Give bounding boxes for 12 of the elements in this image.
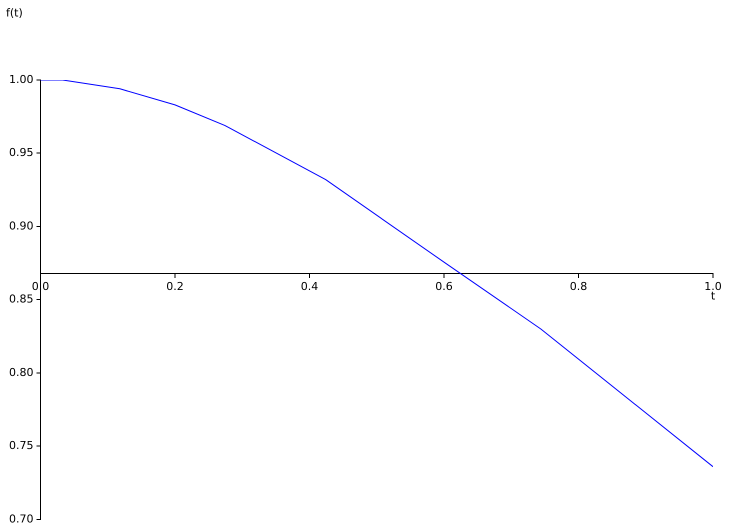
y-tick-label: 0.90 [8,219,34,232]
y-tick-label: 0.70 [8,512,34,526]
x-tick-label: 0.4 [300,280,318,293]
y-axis-title: f(t) [6,6,23,20]
y-tick-label: 0.95 [8,146,34,160]
x-tick-label: 0.6 [435,280,453,293]
x-tick-label: 0.2 [166,280,184,293]
y-tick-label: 0.80 [8,366,34,379]
y-tick-label: 1.00 [8,72,34,86]
y-tick-label: 0.85 [8,292,34,306]
y-tick-label: 0.75 [8,439,34,452]
x-tick-label: 0.8 [570,280,588,293]
